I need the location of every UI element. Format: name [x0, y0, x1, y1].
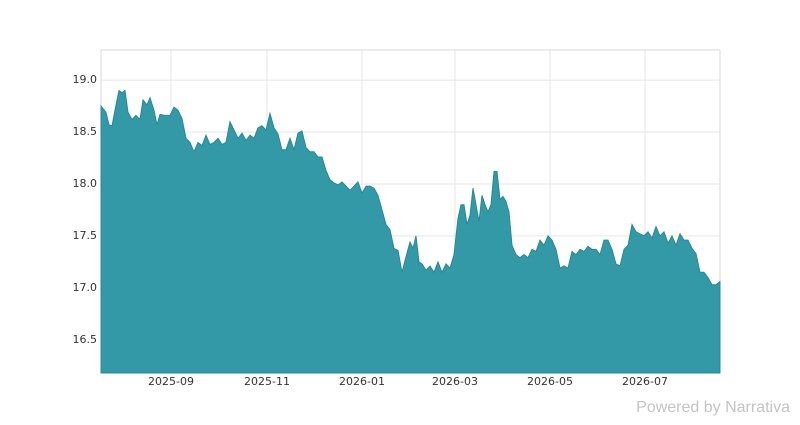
y-tick-label: 17.5	[73, 229, 98, 242]
labels: 16.5 17.0 17.5 18.0 18.5 19.0 2025-09 2025-11 20…	[73, 73, 668, 388]
y-tick-label: 17.0	[73, 281, 98, 294]
footer: Powered by Narrativa	[636, 399, 790, 416]
x-tick-label: 2026-03	[432, 375, 478, 388]
marks	[100, 89, 721, 374]
x-tick-label: 2025-09	[148, 375, 194, 388]
x-tick-label: 2026-01	[339, 375, 385, 388]
area	[100, 89, 721, 374]
x-tick-label: 2026-07	[622, 375, 668, 388]
y-tick-label: 18.0	[73, 177, 98, 190]
y-tick-label: 18.5	[73, 125, 98, 138]
x-tick-label: 2026-05	[527, 375, 573, 388]
y-tick-label: 19.0	[73, 73, 98, 86]
y-tick-label: 16.5	[73, 333, 98, 346]
x-tick-label: 2025-11	[244, 375, 290, 388]
